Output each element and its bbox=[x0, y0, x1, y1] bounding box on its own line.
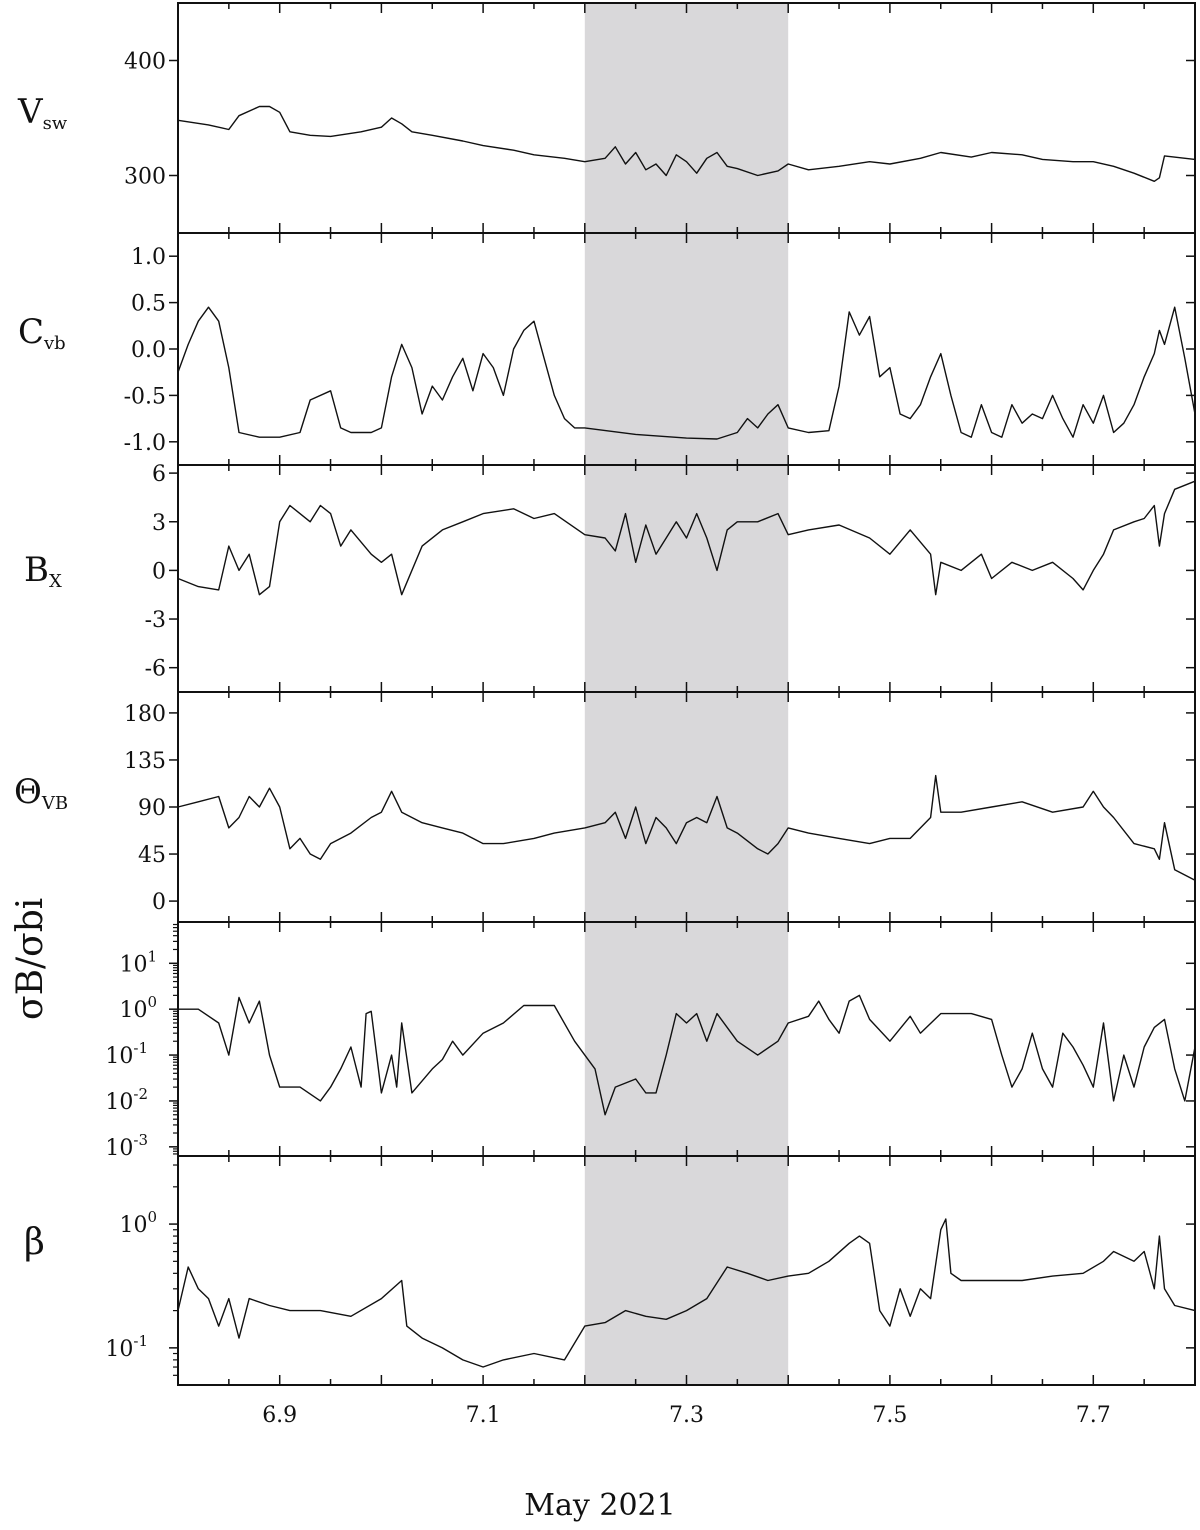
y-tick-label-theta: 0 bbox=[152, 890, 166, 915]
x-tick-label: 7.5 bbox=[872, 1403, 907, 1428]
series-line-beta bbox=[177, 1218, 1196, 1368]
y-tick-label-cvb: -0.5 bbox=[124, 384, 166, 409]
panel-frame-beta bbox=[177, 1155, 1196, 1386]
panel-sigma_ratio: 101 100 10-1 10-2 10-3 bbox=[105, 921, 1196, 1161]
y-tick-label-beta: 10-1 bbox=[105, 1332, 148, 1362]
ylabel-beta: β bbox=[24, 1222, 45, 1263]
y-tick-label-theta: 90 bbox=[138, 796, 166, 821]
ylabel-sigma-ratio: σB/σbi bbox=[10, 897, 51, 1020]
ylabel-cvb: Cvb bbox=[18, 312, 66, 354]
x-tick-label: 7.1 bbox=[466, 1403, 501, 1428]
y-tick-label-cvb: 1.0 bbox=[131, 245, 166, 270]
y-tick-label-bx: 3 bbox=[152, 511, 166, 536]
panel-beta: 100 10-1 bbox=[105, 1155, 1196, 1386]
y-tick-label-vsw: 300 bbox=[124, 165, 166, 190]
series-line-vsw bbox=[177, 105, 1196, 183]
y-tick-label-sigma_ratio: 100 bbox=[119, 993, 157, 1023]
series-line-theta bbox=[177, 774, 1196, 881]
y-tick-label-theta: 135 bbox=[124, 749, 166, 774]
y-tick-label-sigma_ratio: 10-2 bbox=[105, 1085, 148, 1115]
y-tick-label-sigma_ratio: 101 bbox=[119, 947, 157, 977]
y-tick-label-cvb: 0.0 bbox=[131, 338, 166, 363]
y-tick-label-bx: 6 bbox=[152, 462, 166, 487]
series-line-cvb bbox=[177, 306, 1196, 440]
x-tick-label: 7.7 bbox=[1076, 1403, 1111, 1428]
y-tick-label-theta: 45 bbox=[138, 843, 166, 868]
series-line-bx bbox=[177, 480, 1196, 596]
y-tick-label-cvb: -1.0 bbox=[124, 431, 166, 456]
y-tick-label-bx: 0 bbox=[152, 559, 166, 584]
y-tick-label-vsw: 400 bbox=[124, 50, 166, 75]
y-tick-label-beta: 100 bbox=[119, 1208, 157, 1238]
x-tick-label: 6.9 bbox=[262, 1403, 297, 1428]
series-line-sigma_ratio bbox=[178, 994, 1196, 1116]
x-tick-label: 7.3 bbox=[669, 1403, 704, 1428]
x-axis-label: May 2021 bbox=[524, 1488, 676, 1523]
y-tick-label-cvb: 0.5 bbox=[131, 292, 166, 317]
y-tick-label-theta: 180 bbox=[124, 702, 166, 727]
y-tick-label-sigma_ratio: 10-1 bbox=[105, 1039, 148, 1069]
y-tick-label-sigma_ratio: 10-3 bbox=[105, 1131, 148, 1161]
y-tick-label-bx: -3 bbox=[145, 608, 166, 633]
y-tick-label-bx: -6 bbox=[145, 657, 166, 682]
ylabel-vsw: Vsw bbox=[18, 92, 68, 134]
ylabel-theta-vb: ΘVB bbox=[14, 772, 69, 814]
ylabel-bx: BX bbox=[24, 550, 62, 592]
